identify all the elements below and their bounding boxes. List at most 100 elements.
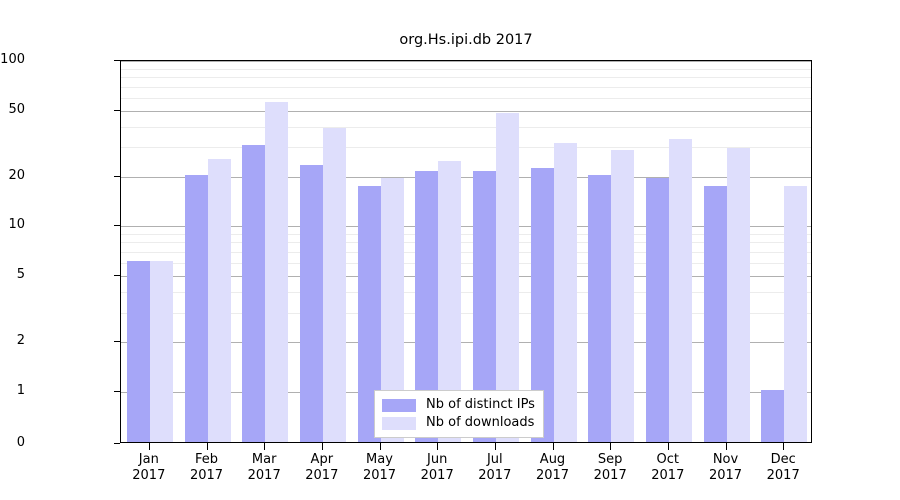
legend-item[interactable]: Nb of distinct IPs xyxy=(382,396,535,414)
bar xyxy=(126,260,150,442)
bar xyxy=(588,174,612,442)
x-tick-mark xyxy=(264,443,266,450)
y-tick-label: 0 xyxy=(16,435,25,450)
y-tick-mark xyxy=(113,443,120,444)
y-tick-mark xyxy=(113,109,120,111)
bar xyxy=(149,260,173,442)
gridline-minor xyxy=(121,292,811,293)
y-tick-mark xyxy=(113,225,120,227)
legend-label: Nb of downloads xyxy=(426,415,535,430)
x-tick-mark xyxy=(321,443,323,450)
x-tick-label-year: 2017 xyxy=(766,468,800,483)
gridline-minor xyxy=(121,233,811,235)
gridline-major xyxy=(121,110,811,112)
bar xyxy=(242,145,266,442)
bar xyxy=(611,150,635,442)
bar xyxy=(184,174,208,442)
x-tick-label-year: 2017 xyxy=(651,468,685,483)
gridline-minor xyxy=(121,147,811,149)
gridline-minor xyxy=(121,242,811,244)
gridline-minor xyxy=(121,77,811,78)
bar xyxy=(668,138,692,442)
legend-swatch-icon xyxy=(382,416,416,430)
bar xyxy=(299,164,323,442)
x-axis: Jan 2017 Feb 2017 Mar 2017 Apr 2017 May 2017 Jun 20… xyxy=(0,443,900,500)
legend-label: Nb of distinct IPs xyxy=(426,397,535,412)
x-tick-label-year: 2017 xyxy=(305,468,339,483)
x-tick-label: Oct 2017 xyxy=(628,452,708,484)
y-tick-mark xyxy=(113,340,120,342)
x-tick-mark xyxy=(437,443,439,450)
x-tick-label: Sep 2017 xyxy=(570,452,650,484)
x-tick-label-month: Jun xyxy=(427,452,448,467)
x-tick-label-month: Aug xyxy=(539,452,566,467)
gridline-major xyxy=(121,341,811,343)
x-tick-label: Dec 2017 xyxy=(743,452,823,484)
x-tick-label-year: 2017 xyxy=(593,468,627,483)
x-tick-label: Jun 2017 xyxy=(397,452,477,484)
x-tick-label-month: May xyxy=(366,452,393,467)
x-tick-label-month: Oct xyxy=(656,452,680,467)
x-tick-label: Apr 2017 xyxy=(282,452,362,484)
gridline-minor xyxy=(121,126,811,128)
x-tick-label-month: Apr xyxy=(310,452,334,467)
legend-item[interactable]: Nb of downloads xyxy=(382,414,535,432)
x-tick-label-month: Feb xyxy=(194,452,219,467)
x-tick-label-year: 2017 xyxy=(535,468,570,483)
y-tick-mark xyxy=(113,275,120,276)
bar xyxy=(645,178,669,442)
x-tick-label: May 2017 xyxy=(340,452,420,484)
bar xyxy=(472,171,496,442)
bar xyxy=(784,186,808,442)
x-tick-label-year: 2017 xyxy=(362,468,397,483)
y-tick-label: 20 xyxy=(8,167,25,183)
bars-layer xyxy=(121,61,811,442)
y-tick-label: 10 xyxy=(8,217,25,233)
x-tick-label-year: 2017 xyxy=(708,468,743,483)
gridline-minor xyxy=(121,262,811,264)
x-tick-label-year: 2017 xyxy=(247,468,281,483)
gridline-minor xyxy=(121,251,811,253)
x-tick-label: Nov 2017 xyxy=(686,452,766,484)
y-tick-mark xyxy=(113,390,120,392)
x-tick-mark xyxy=(783,443,785,450)
y-tick-mark xyxy=(113,60,120,61)
bar xyxy=(761,389,785,442)
y-tick-label: 50 xyxy=(8,101,25,117)
bar xyxy=(495,113,519,442)
gridline-major xyxy=(121,176,811,178)
x-tick-mark xyxy=(379,443,381,450)
x-tick-label: Aug 2017 xyxy=(513,452,593,484)
page-title: org.Hs.ipi.db 2017 xyxy=(399,32,533,48)
x-tick-mark xyxy=(552,443,554,450)
bar xyxy=(322,128,346,442)
x-tick-mark xyxy=(667,443,669,450)
x-tick-label-month: Jan xyxy=(138,452,159,467)
bar xyxy=(207,158,231,442)
x-tick-mark xyxy=(206,443,208,450)
x-tick-label: Jan 2017 xyxy=(109,452,189,484)
x-tick-label-month: Nov xyxy=(712,452,739,467)
bar xyxy=(415,171,439,442)
x-tick-mark xyxy=(610,443,612,450)
x-tick-label-year: 2017 xyxy=(478,468,512,483)
gridline-minor xyxy=(121,97,811,99)
x-tick-mark xyxy=(148,443,150,450)
bar xyxy=(265,101,289,442)
legend: Nb of distinct IPs Nb of downloads xyxy=(374,390,544,438)
x-tick-label: Mar 2017 xyxy=(224,452,304,484)
x-tick-mark xyxy=(725,443,727,450)
bar xyxy=(553,143,577,442)
x-tick-label-year: 2017 xyxy=(420,468,454,483)
gridline-major xyxy=(121,226,811,228)
x-tick-label-year: 2017 xyxy=(189,468,224,483)
plot-area xyxy=(120,60,812,443)
x-tick-label-month: Jul xyxy=(486,452,503,467)
bar xyxy=(357,186,381,442)
gridline-major xyxy=(121,276,811,277)
x-tick-label-month: Mar xyxy=(251,452,277,467)
bar xyxy=(380,178,404,442)
bar xyxy=(726,147,750,442)
x-tick-label-month: Dec xyxy=(770,452,796,467)
